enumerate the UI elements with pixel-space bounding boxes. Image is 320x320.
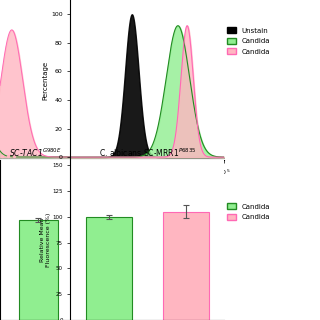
Bar — [86, 217, 132, 320]
Legend: Candida, Candida: Candida, Candida — [228, 204, 270, 220]
X-axis label: escence: escence — [22, 178, 48, 183]
X-axis label: Nile Red Fluorescence: Nile Red Fluorescence — [108, 178, 186, 184]
Legend: Unstain, Candida, Candida: Unstain, Candida, Candida — [228, 28, 270, 55]
Bar — [83, 180, 122, 320]
Title: C. albicans SC-MRR1$^{P6835}$: C. albicans SC-MRR1$^{P6835}$ — [99, 147, 196, 159]
Y-axis label: Percentage: Percentage — [42, 60, 48, 100]
Text: ***: *** — [96, 164, 109, 173]
Y-axis label: Relative Mean
Fluorescence (%): Relative Mean Fluorescence (%) — [40, 213, 51, 267]
Bar — [163, 212, 209, 320]
Title: SC-TAC1$^{G980E}$: SC-TAC1$^{G980E}$ — [9, 147, 61, 159]
Bar — [19, 220, 58, 320]
